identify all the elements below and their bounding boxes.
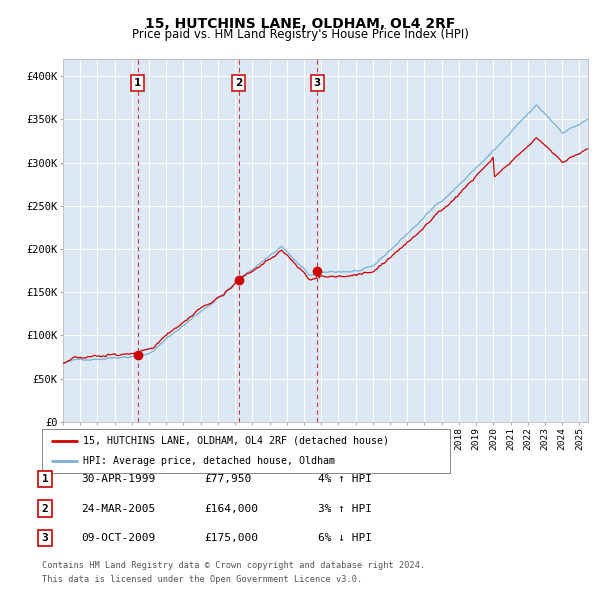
Text: 4% ↑ HPI: 4% ↑ HPI (318, 474, 372, 484)
Text: 3: 3 (314, 78, 321, 87)
Text: 2: 2 (41, 504, 49, 513)
Text: 3: 3 (41, 533, 49, 543)
Text: 1: 1 (134, 78, 141, 87)
Text: HPI: Average price, detached house, Oldham: HPI: Average price, detached house, Oldh… (83, 456, 335, 466)
Text: 3% ↑ HPI: 3% ↑ HPI (318, 504, 372, 513)
Text: 15, HUTCHINS LANE, OLDHAM, OL4 2RF: 15, HUTCHINS LANE, OLDHAM, OL4 2RF (145, 17, 455, 31)
Text: 24-MAR-2005: 24-MAR-2005 (81, 504, 155, 513)
Text: £175,000: £175,000 (204, 533, 258, 543)
Text: Contains HM Land Registry data © Crown copyright and database right 2024.: Contains HM Land Registry data © Crown c… (42, 561, 425, 570)
Text: 2: 2 (235, 78, 242, 87)
Text: 15, HUTCHINS LANE, OLDHAM, OL4 2RF (detached house): 15, HUTCHINS LANE, OLDHAM, OL4 2RF (deta… (83, 436, 389, 446)
Text: Price paid vs. HM Land Registry's House Price Index (HPI): Price paid vs. HM Land Registry's House … (131, 28, 469, 41)
Text: 30-APR-1999: 30-APR-1999 (81, 474, 155, 484)
Text: 09-OCT-2009: 09-OCT-2009 (81, 533, 155, 543)
Text: 1: 1 (41, 474, 49, 484)
Text: £164,000: £164,000 (204, 504, 258, 513)
Text: £77,950: £77,950 (204, 474, 251, 484)
Text: 6% ↓ HPI: 6% ↓ HPI (318, 533, 372, 543)
Text: This data is licensed under the Open Government Licence v3.0.: This data is licensed under the Open Gov… (42, 575, 362, 584)
